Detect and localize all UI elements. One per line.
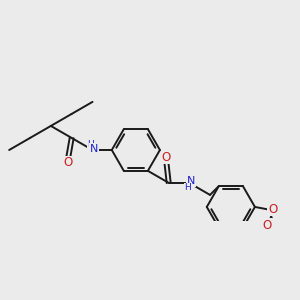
Text: O: O (268, 203, 277, 216)
Text: O: O (162, 151, 171, 164)
Text: N: N (90, 144, 98, 154)
Text: H: H (88, 140, 94, 149)
Text: O: O (64, 157, 73, 169)
Text: N: N (187, 176, 195, 187)
Text: O: O (262, 219, 271, 232)
Text: H: H (184, 184, 191, 193)
